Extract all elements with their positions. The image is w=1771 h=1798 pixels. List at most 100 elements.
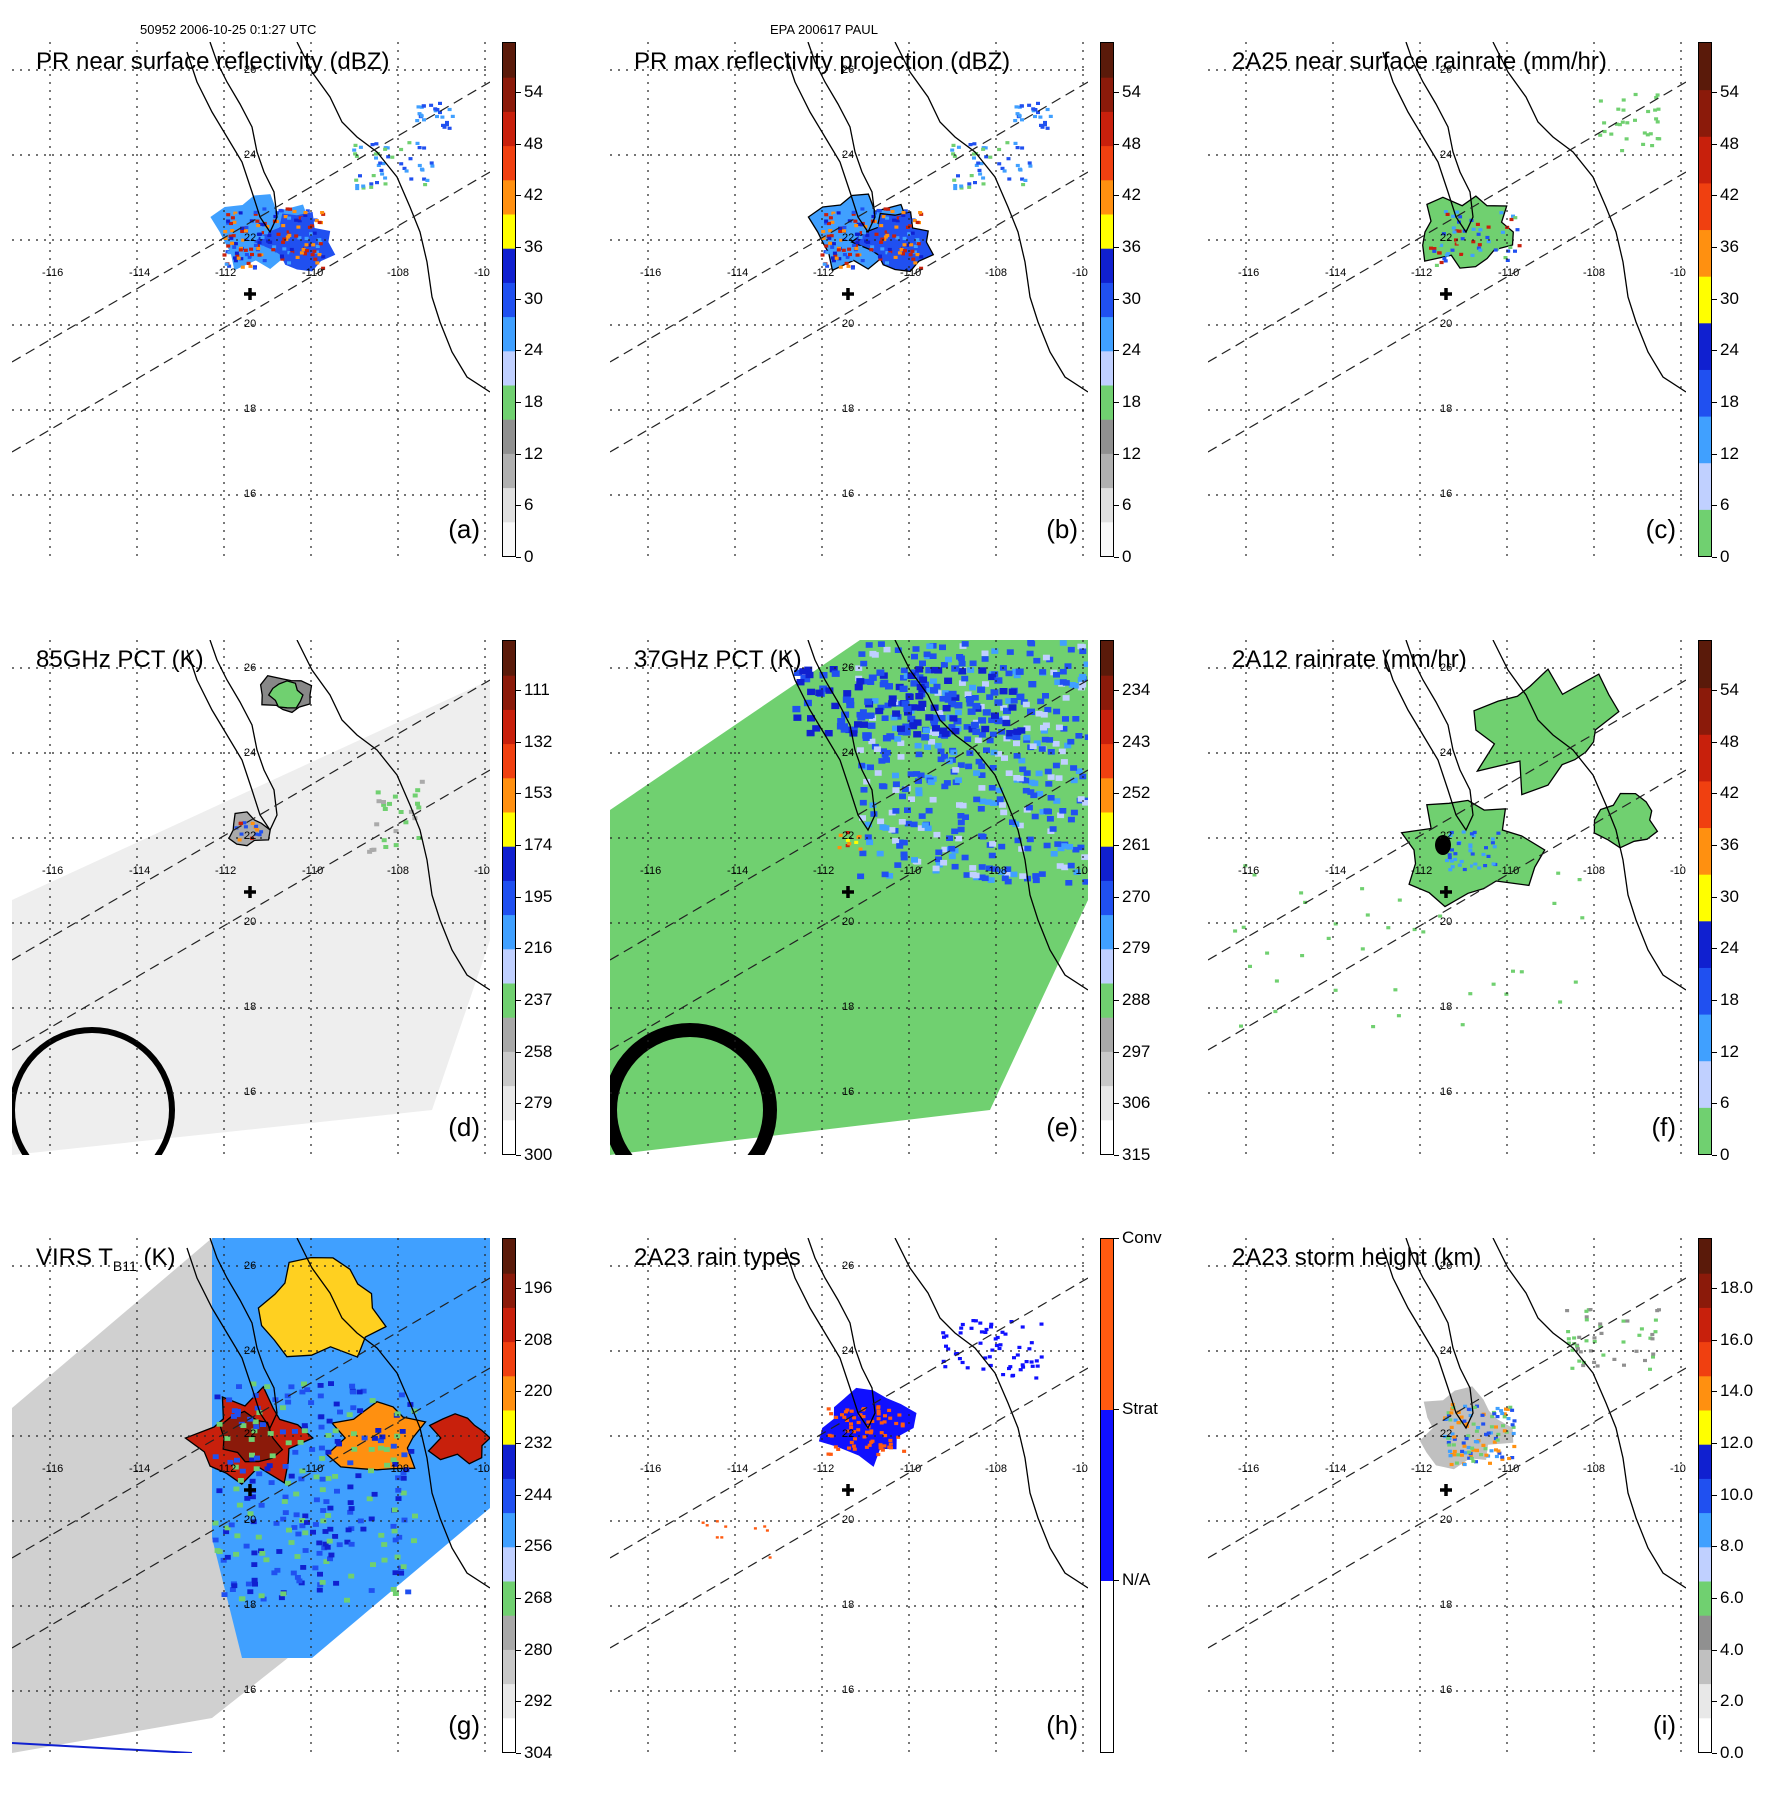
- lon-label: -106: [1670, 267, 1686, 279]
- colorbar-tick-label: 42: [1122, 185, 1141, 205]
- colorbar-tick-label: 196: [524, 1278, 553, 1297]
- colorbar-tick-label: 12.0: [1720, 1433, 1754, 1452]
- lon-label: -114: [129, 267, 151, 279]
- lon-label: -110: [302, 267, 324, 279]
- colorbar-tick: [1114, 845, 1119, 846]
- lon-label: -108: [985, 267, 1008, 279]
- lat-label: 24: [1440, 1345, 1453, 1357]
- colorbar-tick: [1712, 845, 1717, 846]
- colorbar-tick-label: 48: [1720, 731, 1739, 751]
- colorbar-tick-label: 234: [1122, 680, 1151, 699]
- colorbar-tick: [516, 1443, 521, 1444]
- colorbar-tick: [516, 1155, 521, 1156]
- colorbar-tick-label: 12: [1122, 443, 1141, 463]
- colorbar-tick: [1114, 1000, 1119, 1001]
- colorbar-tick-label: 54: [524, 82, 543, 101]
- lat-label: 18: [1440, 1001, 1453, 1013]
- panel-h: -116 -114 -112 -110 -108 -106 26 24 22 20 18 16 2A23…: [610, 1228, 1170, 1798]
- colorbar-tick-label: 12: [1720, 1041, 1739, 1061]
- colorbar-tick: [516, 1339, 521, 1341]
- colorbar-tick-label: 280: [524, 1639, 553, 1659]
- colorbar-tick-label: 220: [524, 1381, 553, 1401]
- panel-label: (h): [1046, 1710, 1078, 1740]
- panel-title: 2A12 rainrate (mm/hr): [1232, 646, 1467, 673]
- panel-label: (f): [1651, 1112, 1676, 1142]
- lon-label: -106: [1072, 267, 1088, 279]
- lat-label: 20: [1440, 916, 1453, 928]
- colorbar-tick-label: 6: [1720, 495, 1730, 515]
- colorbar-tick: [1712, 1649, 1717, 1651]
- map-graphic: [12, 1238, 490, 1753]
- colorbar-tick: [1712, 1701, 1717, 1703]
- lat-label: 24: [1440, 747, 1453, 759]
- colorbar-tick-label: 216: [524, 938, 553, 958]
- lat-label: 26: [1440, 662, 1453, 674]
- lon-label: -112: [215, 1463, 237, 1475]
- colorbar-tick: [516, 453, 521, 455]
- colorbar-tick: [1712, 793, 1717, 795]
- colorbar-tick-label: N/A: [1122, 1570, 1151, 1589]
- colorbar-tick-label: 4.0: [1720, 1639, 1744, 1659]
- lat-label: 24: [842, 747, 855, 759]
- lat-label: 26: [244, 662, 257, 674]
- lon-label: -112: [1411, 267, 1433, 279]
- colorbar-tick-label: 36: [1720, 835, 1739, 854]
- colorbar-tick: [1712, 143, 1717, 145]
- lat-label: 24: [1440, 149, 1453, 161]
- lat-label: 18: [842, 1001, 855, 1013]
- colorbar-tick-label: 6: [1720, 1093, 1730, 1113]
- map-graphic: [1208, 640, 1686, 1155]
- colorbar-tick: [1114, 195, 1119, 197]
- colorbar-tick: [516, 1494, 521, 1496]
- lat-label: 22: [842, 232, 855, 244]
- lat-label: 20: [1440, 318, 1453, 330]
- map-a: -116 -114 -112 -110 -108 -106 26 24 22 20 18 16 PR n…: [12, 42, 490, 557]
- lon-label: -114: [727, 1463, 749, 1475]
- lon-label: -112: [215, 267, 237, 279]
- colorbar-tick: [516, 896, 521, 898]
- panel-title: 2A23 rain types: [634, 1244, 801, 1271]
- lat-label: 22: [1440, 232, 1453, 244]
- lon-label: -106: [1072, 865, 1088, 877]
- colorbar-tick-label: Strat: [1122, 1399, 1158, 1418]
- lon-label: -112: [813, 865, 835, 877]
- colorbar-tick: [1114, 92, 1119, 93]
- lat-label: 22: [244, 830, 257, 842]
- colorbar: [502, 42, 516, 557]
- lon-label: -112: [813, 1463, 835, 1475]
- colorbar-tick: [516, 557, 521, 558]
- lon-label: -110: [1498, 865, 1520, 877]
- colorbar-tick-label: 297: [1122, 1041, 1151, 1061]
- lon-label: -106: [1670, 865, 1686, 877]
- colorbar-tick-label: 0: [1122, 547, 1132, 566]
- colorbar-tick-label: 270: [1122, 886, 1151, 906]
- lat-label: 20: [842, 1514, 855, 1526]
- colorbar-tick: [1712, 1339, 1717, 1341]
- colorbar-tick-label: 18.0: [1720, 1278, 1754, 1297]
- lon-label: -110: [900, 865, 922, 877]
- panel-label: (i): [1652, 1710, 1676, 1740]
- colorbar: [1698, 1238, 1712, 1753]
- colorbar-tick: [1712, 195, 1717, 197]
- lon-label: -116: [42, 1463, 64, 1475]
- colorbar-tick: [1712, 1155, 1717, 1156]
- colorbar-tick-label: 18: [1720, 392, 1739, 411]
- colorbar-tick-label: 0: [1720, 1145, 1730, 1164]
- colorbar-tick: [1712, 1546, 1717, 1548]
- lon-label: -114: [727, 865, 749, 877]
- lon-label: -106: [1072, 1463, 1088, 1475]
- lon-label: -114: [129, 865, 151, 877]
- colorbar-tick-label: 54: [1122, 82, 1141, 101]
- colorbar-tick-label: 237: [524, 990, 553, 1009]
- colorbar-tick: [1114, 143, 1119, 145]
- colorbar-tick-label: 24: [1122, 340, 1141, 360]
- lat-label: 18: [842, 403, 855, 415]
- lon-label: -112: [813, 267, 835, 279]
- lat-label: 16: [1440, 488, 1453, 500]
- colorbar-tick-label: 18: [1720, 990, 1739, 1009]
- colorbar-tick: [1712, 896, 1717, 898]
- panel-i: -116 -114 -112 -110 -108 -106 26 24 22 20 18 16 2A23…: [1208, 1238, 1768, 1798]
- colorbar-tick: [1712, 1000, 1717, 1001]
- lat-label: 16: [842, 1684, 855, 1696]
- panel-a: -116 -114 -112 -110 -108 -106 26 24 22 20 18 16 PR n…: [12, 42, 572, 602]
